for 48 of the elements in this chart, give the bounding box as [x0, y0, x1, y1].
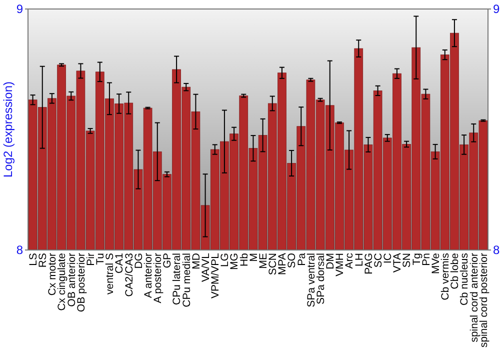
y-axis-title: Log2 (expression): [1, 81, 15, 178]
y2-tick-label: 8: [493, 243, 500, 258]
x-tick-label: VMH: [334, 253, 346, 276]
x-tick-label: CPu medial: [180, 253, 193, 308]
x-tick-label: VA/VL: [200, 252, 212, 282]
x-tick-label: CA2/CA3: [123, 252, 136, 297]
x-tick-label: MPA: [276, 253, 289, 275]
x-tick-label: Cb lobe: [449, 252, 462, 290]
x-tick-label: A posterior: [152, 252, 164, 304]
x-tick-label: MD: [190, 252, 202, 270]
y2-tick-label: 9: [493, 2, 500, 16]
x-tick-label: SCN: [267, 253, 280, 276]
x-tick-label: SC: [372, 252, 384, 268]
x-tick-label: VTA: [392, 253, 404, 273]
x-tick-label: LS: [27, 253, 40, 266]
x-tick-label: SPa dorsal: [314, 253, 327, 304]
x-tick-label: OB anterior: [66, 252, 78, 307]
x-tick-label: ME: [257, 253, 270, 269]
x-tick-label: PAG: [362, 253, 375, 274]
x-tick-label: Tu: [94, 252, 107, 265]
x-tick-label: IC: [382, 252, 394, 264]
x-tick-label: SO: [286, 253, 298, 268]
x-tick-label: Tg: [410, 252, 423, 266]
x-tick-label: A anterior: [142, 252, 154, 298]
x-tick-label: ventral S: [104, 253, 116, 294]
x-tick-label: VPM/VPL: [210, 252, 222, 299]
x-tick-label: GP: [162, 253, 174, 268]
x-tick-label: Pir: [84, 252, 97, 266]
x-tick-label: RS: [37, 253, 50, 268]
x-tick-label: Pa: [296, 252, 308, 266]
x-tick-label: CA1: [114, 252, 126, 274]
x-tick-label: Cb nucleus: [458, 253, 471, 306]
x-tick-label: LG: [219, 253, 232, 268]
x-tick-label: Cx cingulate: [56, 252, 68, 311]
x-tick-label: M: [248, 253, 260, 262]
x-tick-label: Hb: [238, 252, 250, 266]
x-tick-label: Arc: [344, 253, 356, 269]
x-tick-label: LH: [353, 253, 366, 266]
x-tick-label: OB posterior: [75, 252, 88, 312]
x-tick-label: SPa ventral: [305, 253, 318, 308]
x-tick-label: spinal cord posterior: [478, 252, 490, 348]
x-tick-label: DM: [324, 253, 337, 270]
x-tick-label: SN: [401, 253, 414, 268]
x-tick-label: MVe: [430, 252, 442, 274]
x-tick-label: DG: [132, 253, 145, 269]
x-tick-label: CPu lateral: [171, 253, 184, 305]
x-tick-label: MG: [228, 253, 241, 270]
x-tick-label: spinal cord anterior: [468, 252, 480, 342]
